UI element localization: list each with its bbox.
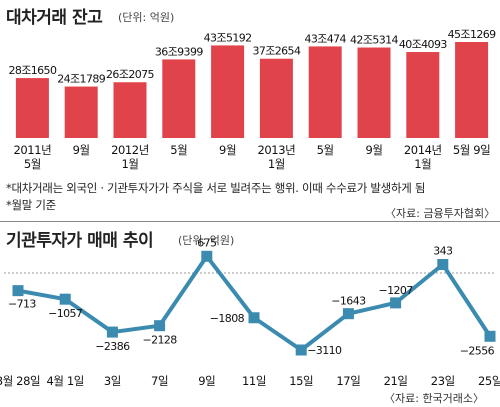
line-value-label-2: −2386 [95, 340, 130, 353]
line-value-label-3: −2128 [142, 334, 177, 347]
line-value-label-8: −1207 [378, 284, 413, 297]
bar-9 [455, 42, 489, 138]
bar-x-label-8-1: 1월 [414, 157, 431, 171]
bar-0 [15, 78, 49, 138]
bar-value-label-7: 42조5314 [350, 34, 399, 47]
bar-x-label-8-0: 2014년 [404, 143, 442, 157]
line-value-label-1: −1057 [48, 307, 83, 320]
bar-value-label-4: 43조5192 [204, 31, 252, 44]
bar-8 [406, 52, 440, 138]
bar-value-label-6: 43조474 [304, 32, 346, 45]
bar-1 [64, 86, 98, 138]
bar-x-label-6-0: 5월 [317, 143, 334, 157]
line-value-label-4: 675 [197, 236, 217, 249]
bar-7 [357, 47, 391, 138]
line-chart-unit: (단위: 억원) [178, 234, 235, 247]
bar-chart-title: 대차거래 잔고 [6, 8, 103, 28]
bar-value-label-8: 40조4093 [399, 38, 448, 51]
line-value-label-0: −713 [8, 298, 36, 311]
bar-4 [211, 45, 245, 138]
line-x-label-8: 21일 [384, 374, 408, 388]
line-x-label-1: 4월 1일 [46, 374, 83, 388]
line-point-2 [106, 326, 118, 338]
bar-x-label-2-0: 2012년 [111, 143, 149, 157]
line-x-label-6: 15일 [289, 374, 313, 388]
line-x-label-3: 7일 [151, 374, 168, 388]
bar-x-label-9-0: 5월 9일 [453, 143, 490, 157]
bar-value-label-0: 28조1650 [8, 64, 57, 77]
line-point-10 [484, 330, 496, 342]
line-point-6 [295, 344, 307, 356]
line-x-label-9: 23일 [431, 374, 455, 388]
line-x-label-0: 3월 28일 [0, 374, 40, 388]
bar-x-label-0-1: 5월 [24, 157, 41, 171]
bar-6 [308, 46, 342, 138]
line-chart-title: 기관투자가 매매 추이 [6, 231, 154, 251]
bar-value-label-2: 26조2075 [106, 68, 155, 81]
bar-x-label-5-1: 1월 [268, 157, 285, 171]
bar-x-label-3-0: 5월 [170, 143, 187, 157]
line-value-label-6: −3110 [307, 344, 342, 357]
bar-chart-note-1: *대차거래는 외국인 · 기관투자가가 주식을 서로 빌려주는 행위. 이때 수… [6, 181, 426, 195]
bar-x-label-7-0: 9월 [365, 143, 382, 157]
line-x-label-2: 3일 [104, 374, 121, 388]
bar-chart-source: 〈자료: 금융투자협회〉 [385, 207, 496, 220]
line-x-label-4: 9일 [198, 374, 215, 388]
line-value-label-7: −1643 [331, 295, 366, 308]
bar-5 [259, 58, 293, 138]
line-value-label-10: −2556 [460, 344, 495, 357]
line-point-5 [248, 312, 260, 324]
line-point-9 [437, 259, 449, 271]
bar-x-label-0-0: 2011년 [13, 143, 51, 157]
bar-2 [113, 82, 147, 138]
line-chart-source: 〈자료: 한국거래소〉 [384, 392, 485, 405]
line-point-4 [201, 250, 213, 262]
section-divider [0, 221, 500, 222]
bar-x-label-5-0: 2013년 [257, 143, 295, 157]
bar-3 [162, 59, 196, 138]
bar-x-label-2-1: 1월 [121, 157, 138, 171]
bar-value-label-3: 36조9399 [155, 45, 204, 58]
bar-chart: 28조16502011년5월24조17899월26조20752012년1월36조… [8, 28, 497, 171]
bar-value-label-1: 24조1789 [57, 73, 106, 86]
line-value-label-9: 343 [433, 245, 453, 258]
line-series [17, 254, 492, 352]
line-x-label-10: 25일 [478, 374, 500, 388]
line-point-1 [59, 293, 71, 305]
bar-value-label-9: 45조1269 [448, 28, 497, 41]
line-value-label-5: −1808 [210, 312, 245, 325]
line-point-8 [390, 297, 402, 309]
bar-x-label-4-0: 9월 [219, 143, 236, 157]
line-x-label-5: 11일 [242, 374, 266, 388]
line-x-label-7: 17일 [336, 374, 360, 388]
bar-chart-note-2: *월말 기준 [6, 198, 56, 212]
bar-chart-unit: (단위: 억원) [118, 11, 175, 24]
line-point-3 [154, 320, 166, 332]
line-point-0 [12, 285, 24, 297]
bar-x-label-1-0: 9월 [73, 143, 90, 157]
bar-value-label-5: 37조2654 [252, 45, 301, 58]
line-point-7 [342, 308, 354, 320]
